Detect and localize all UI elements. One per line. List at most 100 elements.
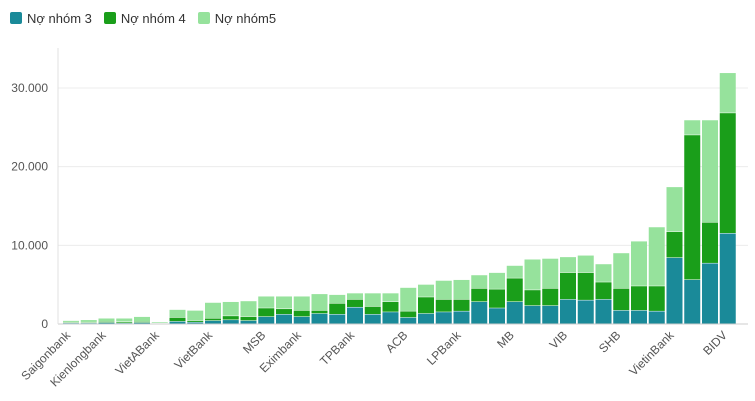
bar-segment-1[interactable] [684,279,701,324]
bar-segment-2[interactable] [293,310,310,317]
legend-item-3[interactable]: Nợ nhóm5 [197,11,276,26]
bar-segment-2[interactable] [613,288,630,311]
bar-segment-3[interactable] [311,294,328,311]
bar-segment-2[interactable] [524,290,541,306]
bar-segment-3[interactable] [169,309,186,318]
bar-segment-3[interactable] [418,284,434,297]
bar-segment-1[interactable] [400,317,417,324]
bar-segment-1[interactable] [702,263,718,324]
bar-segment-3[interactable] [329,294,346,304]
bar-segment-3[interactable] [560,257,576,273]
bar-segment-3[interactable] [489,272,505,289]
bar-segment-2[interactable] [684,135,701,280]
bar-segment-1[interactable] [471,301,488,324]
bar-segment-1[interactable] [666,257,683,324]
bar-segment-2[interactable] [506,278,523,302]
bar-segment-2[interactable] [489,289,505,308]
bar-segment-2[interactable] [347,299,363,307]
bar-segment-3[interactable] [98,318,115,322]
bar-segment-2[interactable] [702,222,718,263]
bar-segment-1[interactable] [258,316,275,324]
bar-segment-3[interactable] [666,187,683,232]
bar-segment-1[interactable] [542,305,559,324]
bar-segment-1[interactable] [98,322,115,324]
bar-segment-1[interactable] [648,311,665,324]
bar-segment-3[interactable] [631,241,647,286]
bar-segment-1[interactable] [222,320,239,324]
bar-segment-1[interactable] [560,299,576,324]
bar-segment-3[interactable] [506,265,523,278]
bar-segment-2[interactable] [435,299,452,312]
bar-segment-3[interactable] [134,316,150,322]
bar-segment-1[interactable] [276,314,292,324]
bar-segment-2[interactable] [577,272,594,300]
bar-segment-2[interactable] [560,272,576,300]
bar-segment-2[interactable] [719,113,736,234]
bar-segment-3[interactable] [400,287,417,311]
bar-segment-3[interactable] [719,73,736,113]
bar-segment-1[interactable] [595,299,612,324]
bar-segment-2[interactable] [240,316,257,321]
bar-segment-3[interactable] [595,264,612,282]
bar-segment-3[interactable] [542,258,559,289]
bar-segment-3[interactable] [151,322,168,323]
bar-segment-3[interactable] [187,310,204,321]
bar-segment-3[interactable] [240,301,257,317]
bar-segment-2[interactable] [311,310,328,314]
bar-segment-1[interactable] [311,313,328,324]
bar-segment-1[interactable] [293,316,310,324]
bar-segment-3[interactable] [648,227,665,286]
bar-segment-1[interactable] [577,300,594,324]
bar-segment-2[interactable] [98,321,115,323]
bar-segment-3[interactable] [577,255,594,273]
bar-segment-1[interactable] [382,312,399,324]
bar-segment-2[interactable] [169,317,186,322]
bar-segment-2[interactable] [453,299,470,311]
bar-segment-1[interactable] [524,305,541,324]
bar-segment-1[interactable] [506,301,523,324]
bar-segment-1[interactable] [631,310,647,324]
bar-segment-2[interactable] [205,318,221,321]
bar-segment-2[interactable] [595,282,612,300]
bar-segment-3[interactable] [80,320,97,322]
bar-segment-3[interactable] [435,280,452,300]
bar-segment-3[interactable] [702,120,718,223]
bar-segment-2[interactable] [258,308,275,317]
bar-segment-2[interactable] [222,316,239,320]
bar-segment-1[interactable] [187,322,204,324]
bar-segment-1[interactable] [329,314,346,324]
bar-segment-2[interactable] [666,231,683,258]
bar-segment-2[interactable] [418,297,434,314]
bar-segment-2[interactable] [400,311,417,318]
bar-segment-2[interactable] [187,320,204,322]
bar-segment-1[interactable] [418,313,434,324]
bar-segment-2[interactable] [631,286,647,311]
bar-segment-2[interactable] [648,286,665,311]
legend-item-2[interactable]: Nợ nhóm 4 [103,11,186,26]
bar-segment-2[interactable] [276,309,292,315]
bar-segment-1[interactable] [719,233,736,324]
bar-segment-3[interactable] [63,320,79,322]
bar-segment-1[interactable] [613,310,630,324]
legend-item-1[interactable]: Nợ nhóm 3 [10,11,92,26]
bar-segment-1[interactable] [134,322,150,324]
bar-segment-3[interactable] [347,293,363,300]
bar-segment-2[interactable] [329,303,346,315]
bar-segment-1[interactable] [453,311,470,324]
bar-segment-2[interactable] [471,288,488,302]
bar-segment-2[interactable] [542,288,559,306]
bar-segment-3[interactable] [364,293,381,307]
bar-segment-1[interactable] [364,314,381,324]
bar-segment-1[interactable] [347,307,363,324]
bar-segment-1[interactable] [169,321,186,324]
bar-segment-2[interactable] [382,301,399,312]
bar-segment-1[interactable] [240,320,257,324]
bar-segment-3[interactable] [293,296,310,311]
bar-segment-3[interactable] [258,296,275,308]
bar-segment-3[interactable] [116,318,133,322]
bar-segment-2[interactable] [134,321,150,323]
bar-segment-2[interactable] [364,306,381,315]
bar-segment-3[interactable] [524,259,541,290]
bar-segment-3[interactable] [205,302,221,318]
bar-segment-3[interactable] [222,301,239,316]
